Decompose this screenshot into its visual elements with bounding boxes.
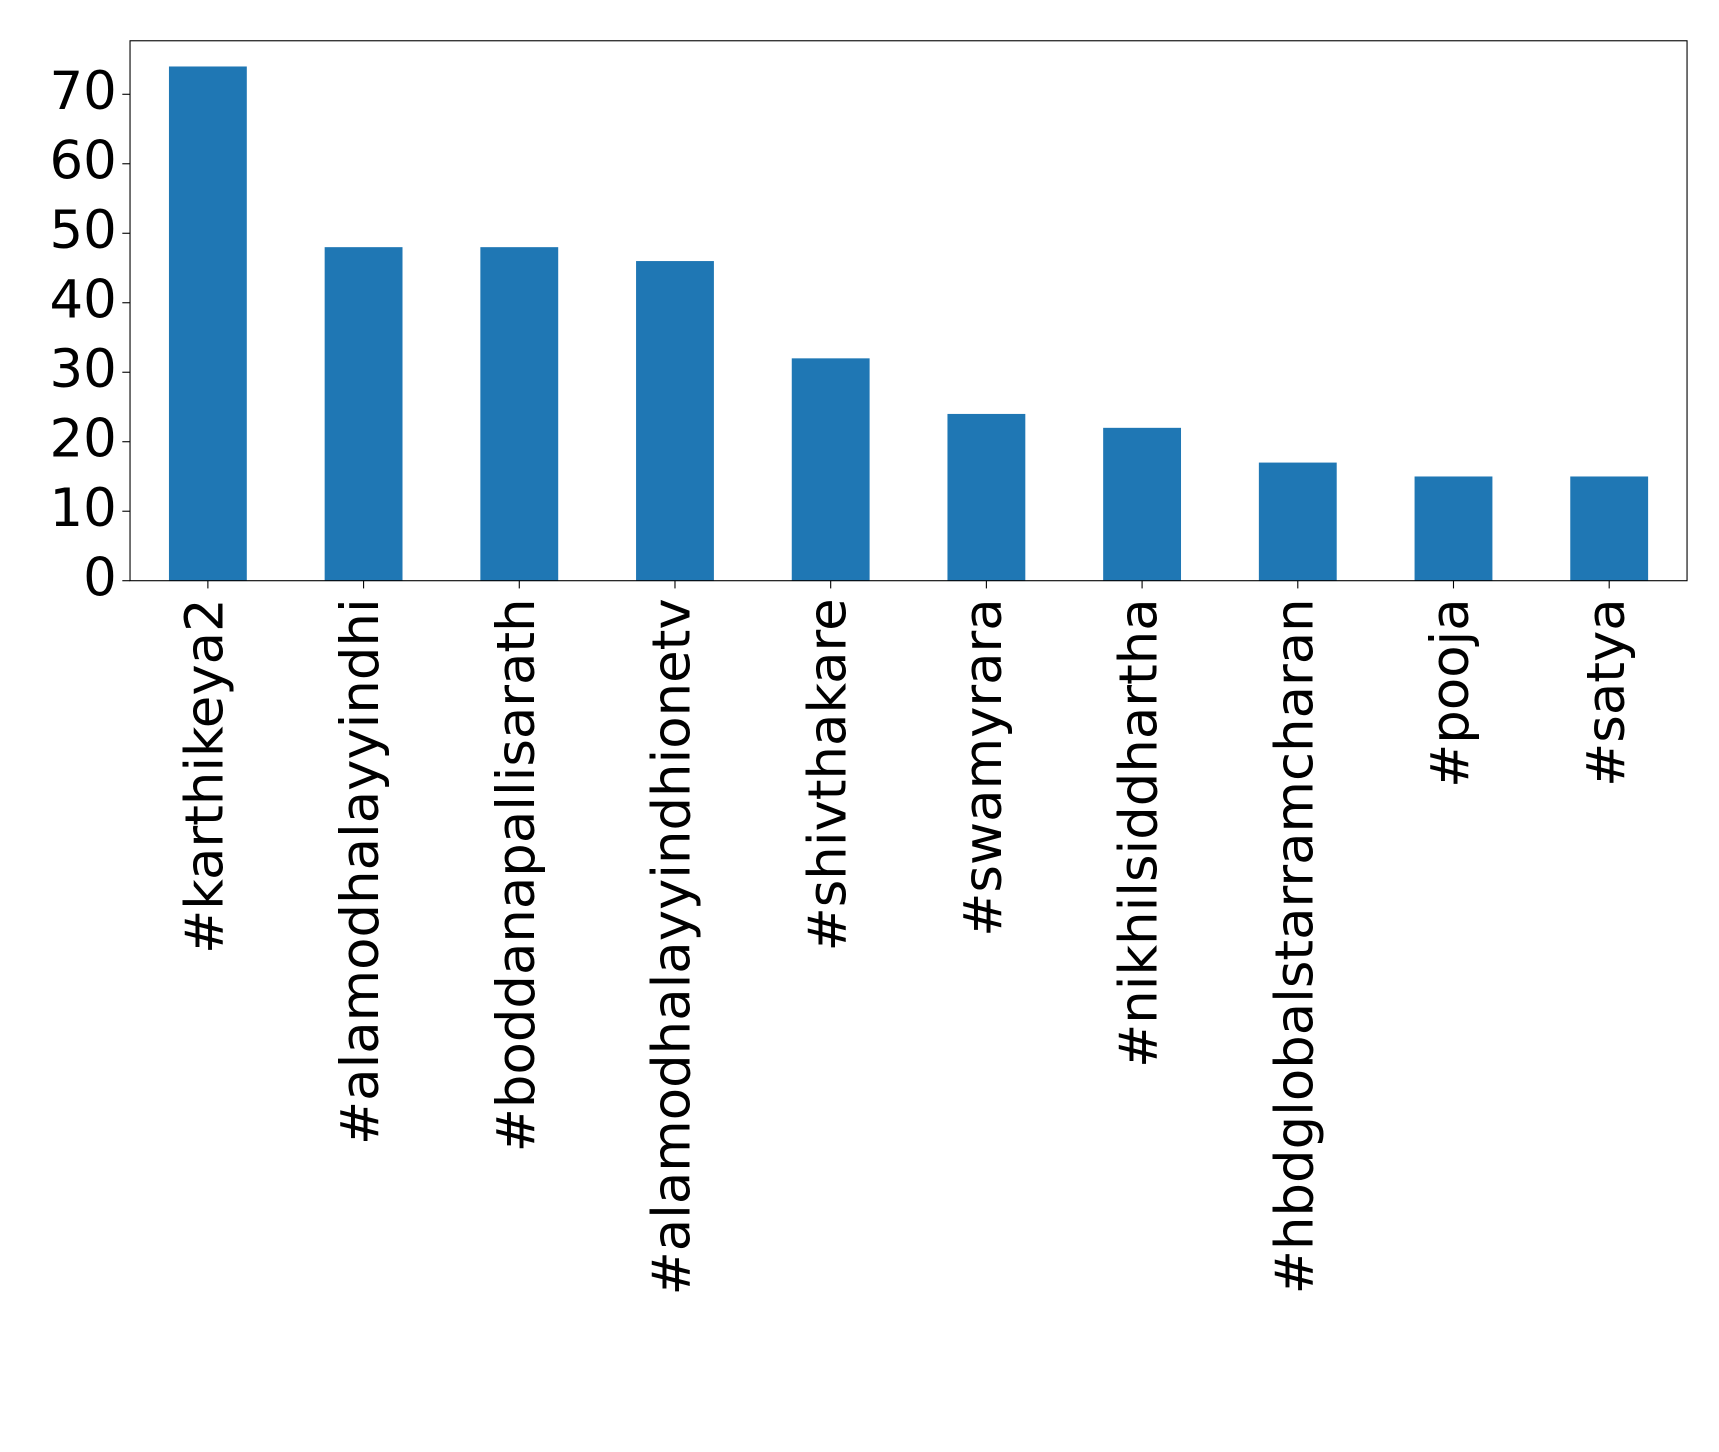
y-tick-label: 70 bbox=[50, 61, 117, 122]
x-tick-label: #swamyrara bbox=[953, 598, 1014, 937]
x-tick-label: #nikhilsiddhartha bbox=[1109, 598, 1170, 1068]
y-tick-label: 0 bbox=[83, 547, 117, 608]
x-tick-label: #boddanapallisarath bbox=[486, 598, 547, 1152]
bar bbox=[1103, 427, 1182, 581]
bar bbox=[1258, 462, 1337, 581]
bar bbox=[168, 66, 247, 581]
x-tick-label: #pooja bbox=[1420, 598, 1481, 788]
bar bbox=[636, 261, 714, 581]
bar bbox=[947, 413, 1026, 581]
y-tick-label: 20 bbox=[50, 408, 117, 469]
bar bbox=[324, 247, 403, 581]
bar bbox=[791, 358, 870, 581]
axes-frame bbox=[129, 40, 1688, 582]
y-tick-label: 40 bbox=[50, 269, 117, 330]
bar bbox=[480, 247, 559, 581]
y-tick-label: 10 bbox=[50, 478, 117, 539]
x-tick-label: #karthikeya2 bbox=[175, 598, 236, 954]
bar bbox=[1570, 476, 1649, 581]
y-tick-label: 60 bbox=[50, 130, 117, 191]
y-tick-label: 50 bbox=[50, 200, 117, 261]
x-tick-label: #alamodhalayyindhi bbox=[330, 598, 391, 1145]
y-tick-label: 30 bbox=[50, 339, 117, 400]
x-tick-label: #shivthakare bbox=[797, 598, 858, 951]
x-tick-label: #alamodhalayyindhionetv bbox=[642, 598, 703, 1295]
x-tick-label: #satya bbox=[1576, 598, 1637, 787]
x-tick-label: #hbdglobalstarramcharan bbox=[1264, 598, 1325, 1294]
bar bbox=[1414, 476, 1493, 581]
